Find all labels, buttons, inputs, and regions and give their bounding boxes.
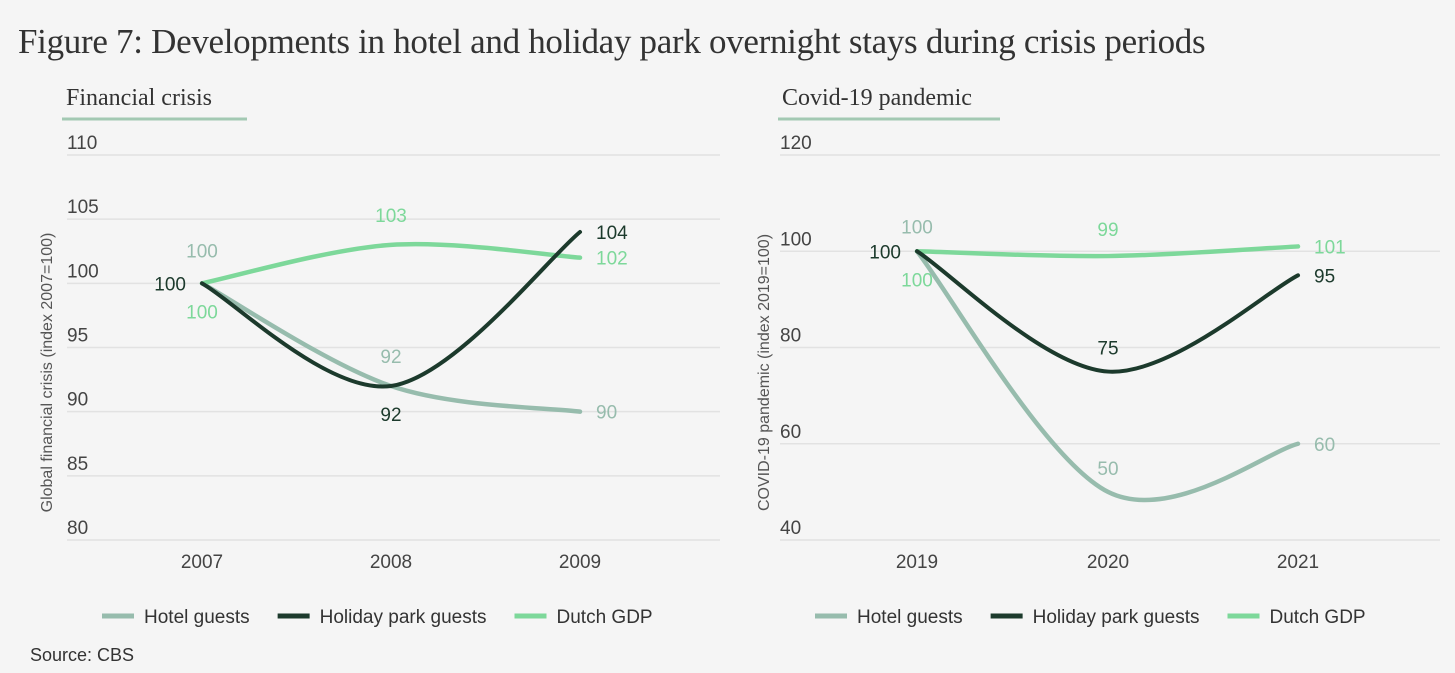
series-line-holiday: [200, 230, 582, 389]
y-axis-label: Global financial crisis (index 2007=100): [39, 233, 56, 513]
series-line-gdp: [199, 241, 583, 286]
x-tick-label: 2021: [1277, 552, 1319, 573]
data-label-gdp: 102: [596, 249, 628, 270]
x-tick-label: 2009: [559, 552, 601, 573]
x-tick-label: 2019: [896, 552, 938, 573]
legend-item-gdp: Dutch GDP: [1227, 607, 1366, 628]
data-label-gdp: 100: [186, 302, 218, 323]
data-label-gdp: 99: [1097, 220, 1118, 241]
y-tick-label: 100: [780, 229, 812, 250]
data-label-hotel: 90: [596, 403, 617, 424]
legend-label: Holiday park guests: [320, 607, 487, 628]
panel-title: Financial crisis: [66, 85, 212, 111]
y-tick-label: 120: [780, 133, 812, 154]
chart-panel-2: Covid-19 pandemic 120 100 80 60 40 COVID-19 pa…: [756, 85, 1440, 628]
data-label-holiday: 92: [380, 405, 401, 426]
data-label-hotel: 92: [380, 347, 401, 368]
legend-item-hotel: Hotel guests: [815, 607, 963, 628]
legend-label: Hotel guests: [857, 607, 963, 628]
data-label-gdp: 100: [901, 270, 933, 291]
x-tick-label: 2020: [1087, 552, 1129, 573]
legend-item-holiday: Holiday park guests: [277, 607, 487, 628]
data-label-holiday: 75: [1097, 339, 1118, 360]
source-note: Source: CBS: [30, 645, 135, 665]
y-tick-label: 80: [780, 326, 801, 347]
figure-title: Figure 7: Developments in hotel and holi…: [18, 22, 1206, 61]
series-line-hotel: [914, 249, 1301, 503]
y-tick-label: 80: [67, 518, 88, 539]
y-tick-label: 85: [67, 454, 88, 475]
x-tick-label: 2007: [181, 552, 223, 573]
legend-item-gdp: Dutch GDP: [514, 607, 653, 628]
legend-label: Hotel guests: [144, 607, 250, 628]
data-label-gdp: 101: [1314, 237, 1346, 258]
y-tick-label: 60: [780, 422, 801, 443]
series-line-gdp: [914, 244, 1301, 259]
legend-item-hotel: Hotel guests: [102, 607, 250, 628]
legend-label: Holiday park guests: [1033, 607, 1200, 628]
series-line-holiday: [915, 249, 1300, 374]
panel-title: Covid-19 pandemic: [782, 85, 972, 111]
data-label-hotel: 100: [186, 241, 218, 262]
y-tick-label: 90: [67, 390, 88, 411]
x-tick-label: 2008: [370, 552, 412, 573]
data-label-gdp: 103: [375, 206, 407, 227]
data-label-hotel: 60: [1314, 435, 1335, 456]
chart-panel-1: Financial crisis 110 105 100 95 90 85 80 Global …: [39, 85, 720, 628]
y-tick-label: 95: [67, 326, 88, 347]
data-label-holiday: 100: [154, 274, 186, 295]
legend-label: Dutch GDP: [1270, 607, 1366, 628]
y-tick-label: 105: [67, 197, 99, 218]
y-axis-label: COVID-19 pandemic (index 2019=100): [756, 234, 773, 511]
y-tick-label: 40: [780, 518, 801, 539]
data-label-hotel: 50: [1097, 459, 1118, 480]
y-tick-label: 100: [67, 261, 99, 282]
legend-item-holiday: Holiday park guests: [990, 607, 1200, 628]
y-tick-label: 110: [67, 133, 97, 154]
data-label-holiday: 104: [596, 223, 628, 244]
legend-label: Dutch GDP: [557, 607, 653, 628]
data-label-holiday: 95: [1314, 266, 1335, 287]
data-label-holiday: 100: [869, 242, 901, 263]
data-label-hotel: 100: [901, 217, 933, 238]
